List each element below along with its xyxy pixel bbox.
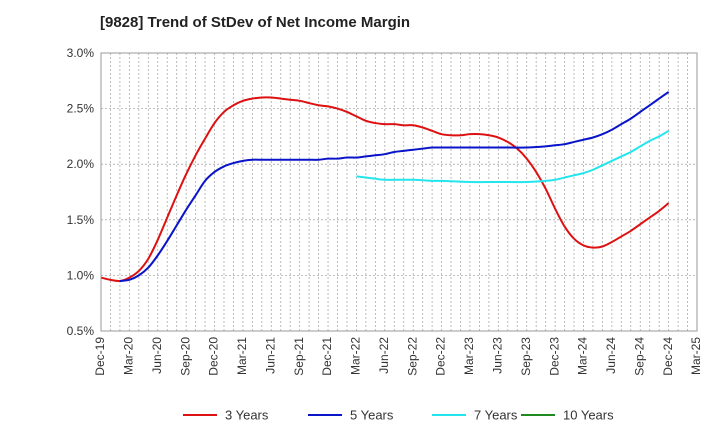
x-tick-label: Sep-21 xyxy=(292,337,306,376)
legend-label-10-years: 10 Years xyxy=(563,408,614,423)
x-tick-label: Jun-23 xyxy=(491,337,505,374)
legend-label-3-years: 3 Years xyxy=(225,408,269,423)
x-tick-label: Jun-22 xyxy=(377,337,391,374)
grid xyxy=(101,52,697,332)
legend-label-5-years: 5 Years xyxy=(350,408,394,423)
series-line-5-years xyxy=(119,91,670,282)
x-tick-label: Dec-20 xyxy=(207,337,221,376)
y-tick-label: 3.0% xyxy=(67,46,95,60)
x-tick-label: Sep-24 xyxy=(632,337,646,376)
x-tick-label: Sep-20 xyxy=(178,337,192,376)
x-tick-label: Dec-19 xyxy=(93,337,107,376)
y-tick-label: 2.0% xyxy=(67,157,95,171)
x-tick-label: Mar-21 xyxy=(235,337,249,375)
series-line-3-years xyxy=(100,96,670,283)
y-tick-label: 1.0% xyxy=(67,268,95,282)
chart-title: [9828] Trend of StDev of Net Income Marg… xyxy=(100,14,411,31)
y-tick-label: 0.5% xyxy=(67,324,95,338)
x-tick-label: Dec-24 xyxy=(661,337,675,376)
x-axis-tick-labels: Dec-19 Mar-20 Jun-20 Sep-20 Dec-20 Mar-21 Jun-… xyxy=(93,337,703,376)
y-tick-label: 2.5% xyxy=(67,102,95,116)
x-tick-label: Mar-25 xyxy=(689,337,703,375)
x-tick-label: Jun-20 xyxy=(150,337,164,374)
x-tick-label: Jun-21 xyxy=(263,337,277,374)
y-axis-tick-labels: 0.5% 1.0% 1.5% 2.0% 2.5% 3.0% xyxy=(67,46,95,338)
x-tick-label: Mar-22 xyxy=(349,337,363,375)
x-tick-label: Dec-21 xyxy=(320,337,334,376)
series-lines xyxy=(100,91,670,283)
x-tick-label: Dec-23 xyxy=(547,337,561,376)
legend-label-7-years: 7 Years xyxy=(474,408,518,423)
x-tick-label: Dec-22 xyxy=(434,337,448,376)
series-line-7-years xyxy=(356,129,670,184)
x-tick-label: Sep-22 xyxy=(405,337,419,376)
y-tick-label: 1.5% xyxy=(67,213,95,227)
x-tick-label: Mar-23 xyxy=(462,337,476,375)
x-tick-label: Mar-20 xyxy=(122,337,136,375)
x-tick-label: Jun-24 xyxy=(604,337,618,374)
legend: 3 Years 5 Years 7 Years 10 Years xyxy=(183,408,614,423)
x-tick-label: Mar-24 xyxy=(576,337,590,375)
plot-area-frame xyxy=(100,52,698,332)
x-tick-label: Sep-23 xyxy=(519,337,533,376)
